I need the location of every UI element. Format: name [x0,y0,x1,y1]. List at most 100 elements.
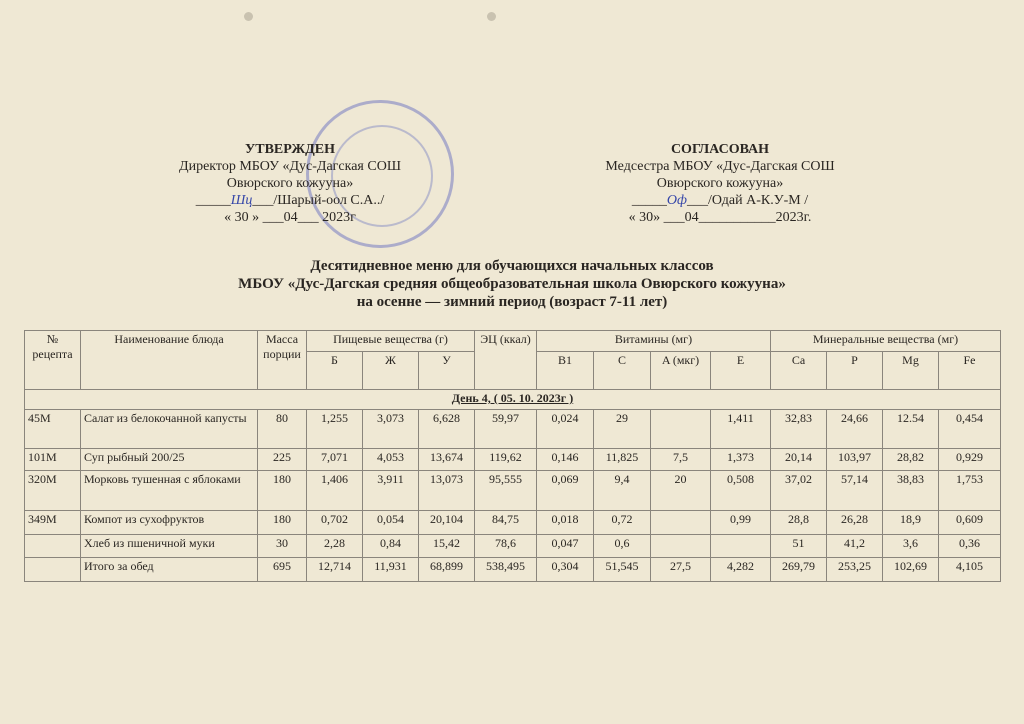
cell: 20,14 [770,448,827,471]
agreed-heading: СОГЛАСОВАН [670,142,770,157]
agreed-line2: Овюрского кожууна» [656,176,784,191]
cell: 41,2 [826,534,883,558]
cell: 180 [257,470,307,511]
cell: 538,495 [474,557,537,582]
table-row: 101М Суп рыбный 200/25 225 7,071 4,053 13,674… [24,448,1001,471]
cell: 349М [24,510,81,535]
cell: 4,105 [938,557,1001,582]
day-label: День 4, ( 05. 10. 2023г ) [24,389,1001,410]
agreed-block: СОГЛАСОВАН Медсестра МБОУ «Дус-Дагская С… [590,141,850,226]
cell: 20,104 [418,510,475,535]
cell: 12,714 [306,557,363,582]
header-mass: Масса порции [257,330,307,390]
cell: 1,753 [938,470,1001,511]
school-stamp [306,100,454,248]
table-row: 45М Салат из белокочанной капусты 80 1,255 3… [24,409,1001,449]
cell: 57,14 [826,470,883,511]
table-row: 349М Компот из сухофруктов 180 0,702 0,054 20… [24,510,1001,535]
cell: 225 [257,448,307,471]
cell: 20 [650,470,711,511]
cell: 18,9 [882,510,939,535]
cell: 7,5 [650,448,711,471]
cell: 0,018 [536,510,594,535]
cell: 0,454 [938,409,1001,449]
cell: 11,825 [593,448,651,471]
cell: 101М [24,448,81,471]
approved-line2: Овюрского кожууна» [226,176,354,191]
cell: 11,931 [362,557,419,582]
cell: 12.54 [882,409,939,449]
cell: 119,62 [474,448,537,471]
cell: 0,024 [536,409,594,449]
cell: 28,8 [770,510,827,535]
cell [650,510,711,535]
approved-date: « 30 » ___04___ 2023г [224,210,356,225]
table-row: Хлеб из пшеничной муки 30 2,28 0,84 15,42 78,… [24,534,1001,558]
cell: 0,929 [938,448,1001,471]
table-row: Итого за обед 695 12,714 11,931 68,899 538,49… [24,557,1001,582]
subheader-cell: Mg [882,351,939,390]
dish-name: Суп рыбный 200/25 [80,448,258,471]
cell: 0,054 [362,510,419,535]
cell: 80 [257,409,307,449]
header-vitamins: Витамины (мг) [536,330,771,352]
cell [710,534,771,558]
punch-hole [487,12,496,21]
header-minerals: Минеральные вещества (мг) [770,330,1001,352]
cell: 0,047 [536,534,594,558]
cell: 30 [257,534,307,558]
cell: 1,373 [710,448,771,471]
title-line: Десятидневное меню для обучающихся начал… [310,258,714,274]
cell: 103,97 [826,448,883,471]
cell: 3,911 [362,470,419,511]
subheader-cell: У [418,351,475,390]
cell: 0,99 [710,510,771,535]
cell: 37,02 [770,470,827,511]
cell: 0,6 [593,534,651,558]
dish-name: Морковь тушенная с яблоками [80,470,258,511]
cell: 59,97 [474,409,537,449]
cell: 0,609 [938,510,1001,535]
cell: 1,255 [306,409,363,449]
cell: 51 [770,534,827,558]
cell: 95,555 [474,470,537,511]
agreed-line1: Медсестра МБОУ «Дус-Дагская СОШ [605,159,835,174]
subheader-cell: Б [306,351,363,390]
cell: 253,25 [826,557,883,582]
cell: 3,6 [882,534,939,558]
header-recipe: № рецепта [24,330,81,390]
cell [24,557,81,582]
cell: 269,79 [770,557,827,582]
cell: 102,69 [882,557,939,582]
header-name: Наименование блюда [80,330,258,390]
cell: 180 [257,510,307,535]
cell: 4,053 [362,448,419,471]
cell: 695 [257,557,307,582]
cell: 13,674 [418,448,475,471]
cell: 0,508 [710,470,771,511]
cell: 24,66 [826,409,883,449]
approved-block: УТВЕРЖДЕН Директор МБОУ «Дус-Дагская СОШ… [160,141,420,226]
cell: 0,36 [938,534,1001,558]
dish-name: Итого за обед [80,557,258,582]
subheader-cell: C [593,351,651,390]
cell: 0,146 [536,448,594,471]
dish-name: Салат из белокочанной капусты [80,409,258,449]
cell: 4,282 [710,557,771,582]
cell: 0,702 [306,510,363,535]
title-line: МБОУ «Дус-Дагская средняя общеобразовате… [238,276,786,292]
cell: 7,071 [306,448,363,471]
cell: 84,75 [474,510,537,535]
cell: 0,069 [536,470,594,511]
subheader-cell: Fe [938,351,1001,390]
cell: 32,83 [770,409,827,449]
subheader-cell: Ж [362,351,419,390]
cell: 51,545 [593,557,651,582]
cell [650,534,711,558]
cell: 13,073 [418,470,475,511]
cell [24,534,81,558]
cell: 3,073 [362,409,419,449]
punch-hole [244,12,253,21]
cell: 0,304 [536,557,594,582]
subheader-cell: Ca [770,351,827,390]
